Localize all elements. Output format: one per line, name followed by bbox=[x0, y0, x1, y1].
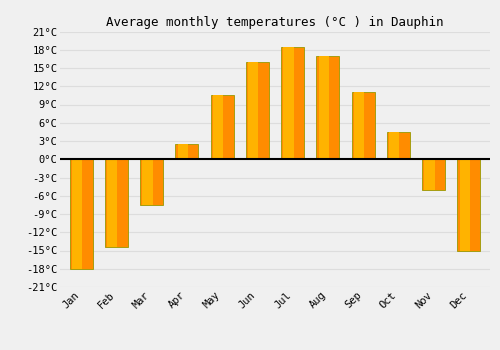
Bar bbox=[105, 159, 128, 247]
Bar bbox=[281, 47, 304, 159]
Bar bbox=[142, 159, 152, 205]
Bar bbox=[140, 159, 163, 205]
Bar bbox=[422, 159, 445, 190]
Bar bbox=[72, 159, 82, 269]
Bar bbox=[352, 92, 374, 159]
Bar bbox=[458, 159, 480, 251]
Bar bbox=[389, 132, 400, 159]
Bar bbox=[284, 47, 294, 159]
Bar bbox=[318, 56, 329, 159]
Bar bbox=[176, 144, 199, 159]
Bar bbox=[424, 159, 434, 190]
Bar bbox=[210, 95, 234, 159]
Bar bbox=[248, 62, 258, 159]
Bar bbox=[246, 62, 269, 159]
Bar bbox=[460, 159, 470, 251]
Bar bbox=[354, 92, 364, 159]
Bar bbox=[213, 95, 223, 159]
Bar bbox=[387, 132, 410, 159]
Bar bbox=[70, 159, 92, 269]
Bar bbox=[178, 144, 188, 159]
Bar bbox=[316, 56, 340, 159]
Bar bbox=[107, 159, 118, 247]
Title: Average monthly temperatures (°C ) in Dauphin: Average monthly temperatures (°C ) in Da… bbox=[106, 16, 444, 29]
